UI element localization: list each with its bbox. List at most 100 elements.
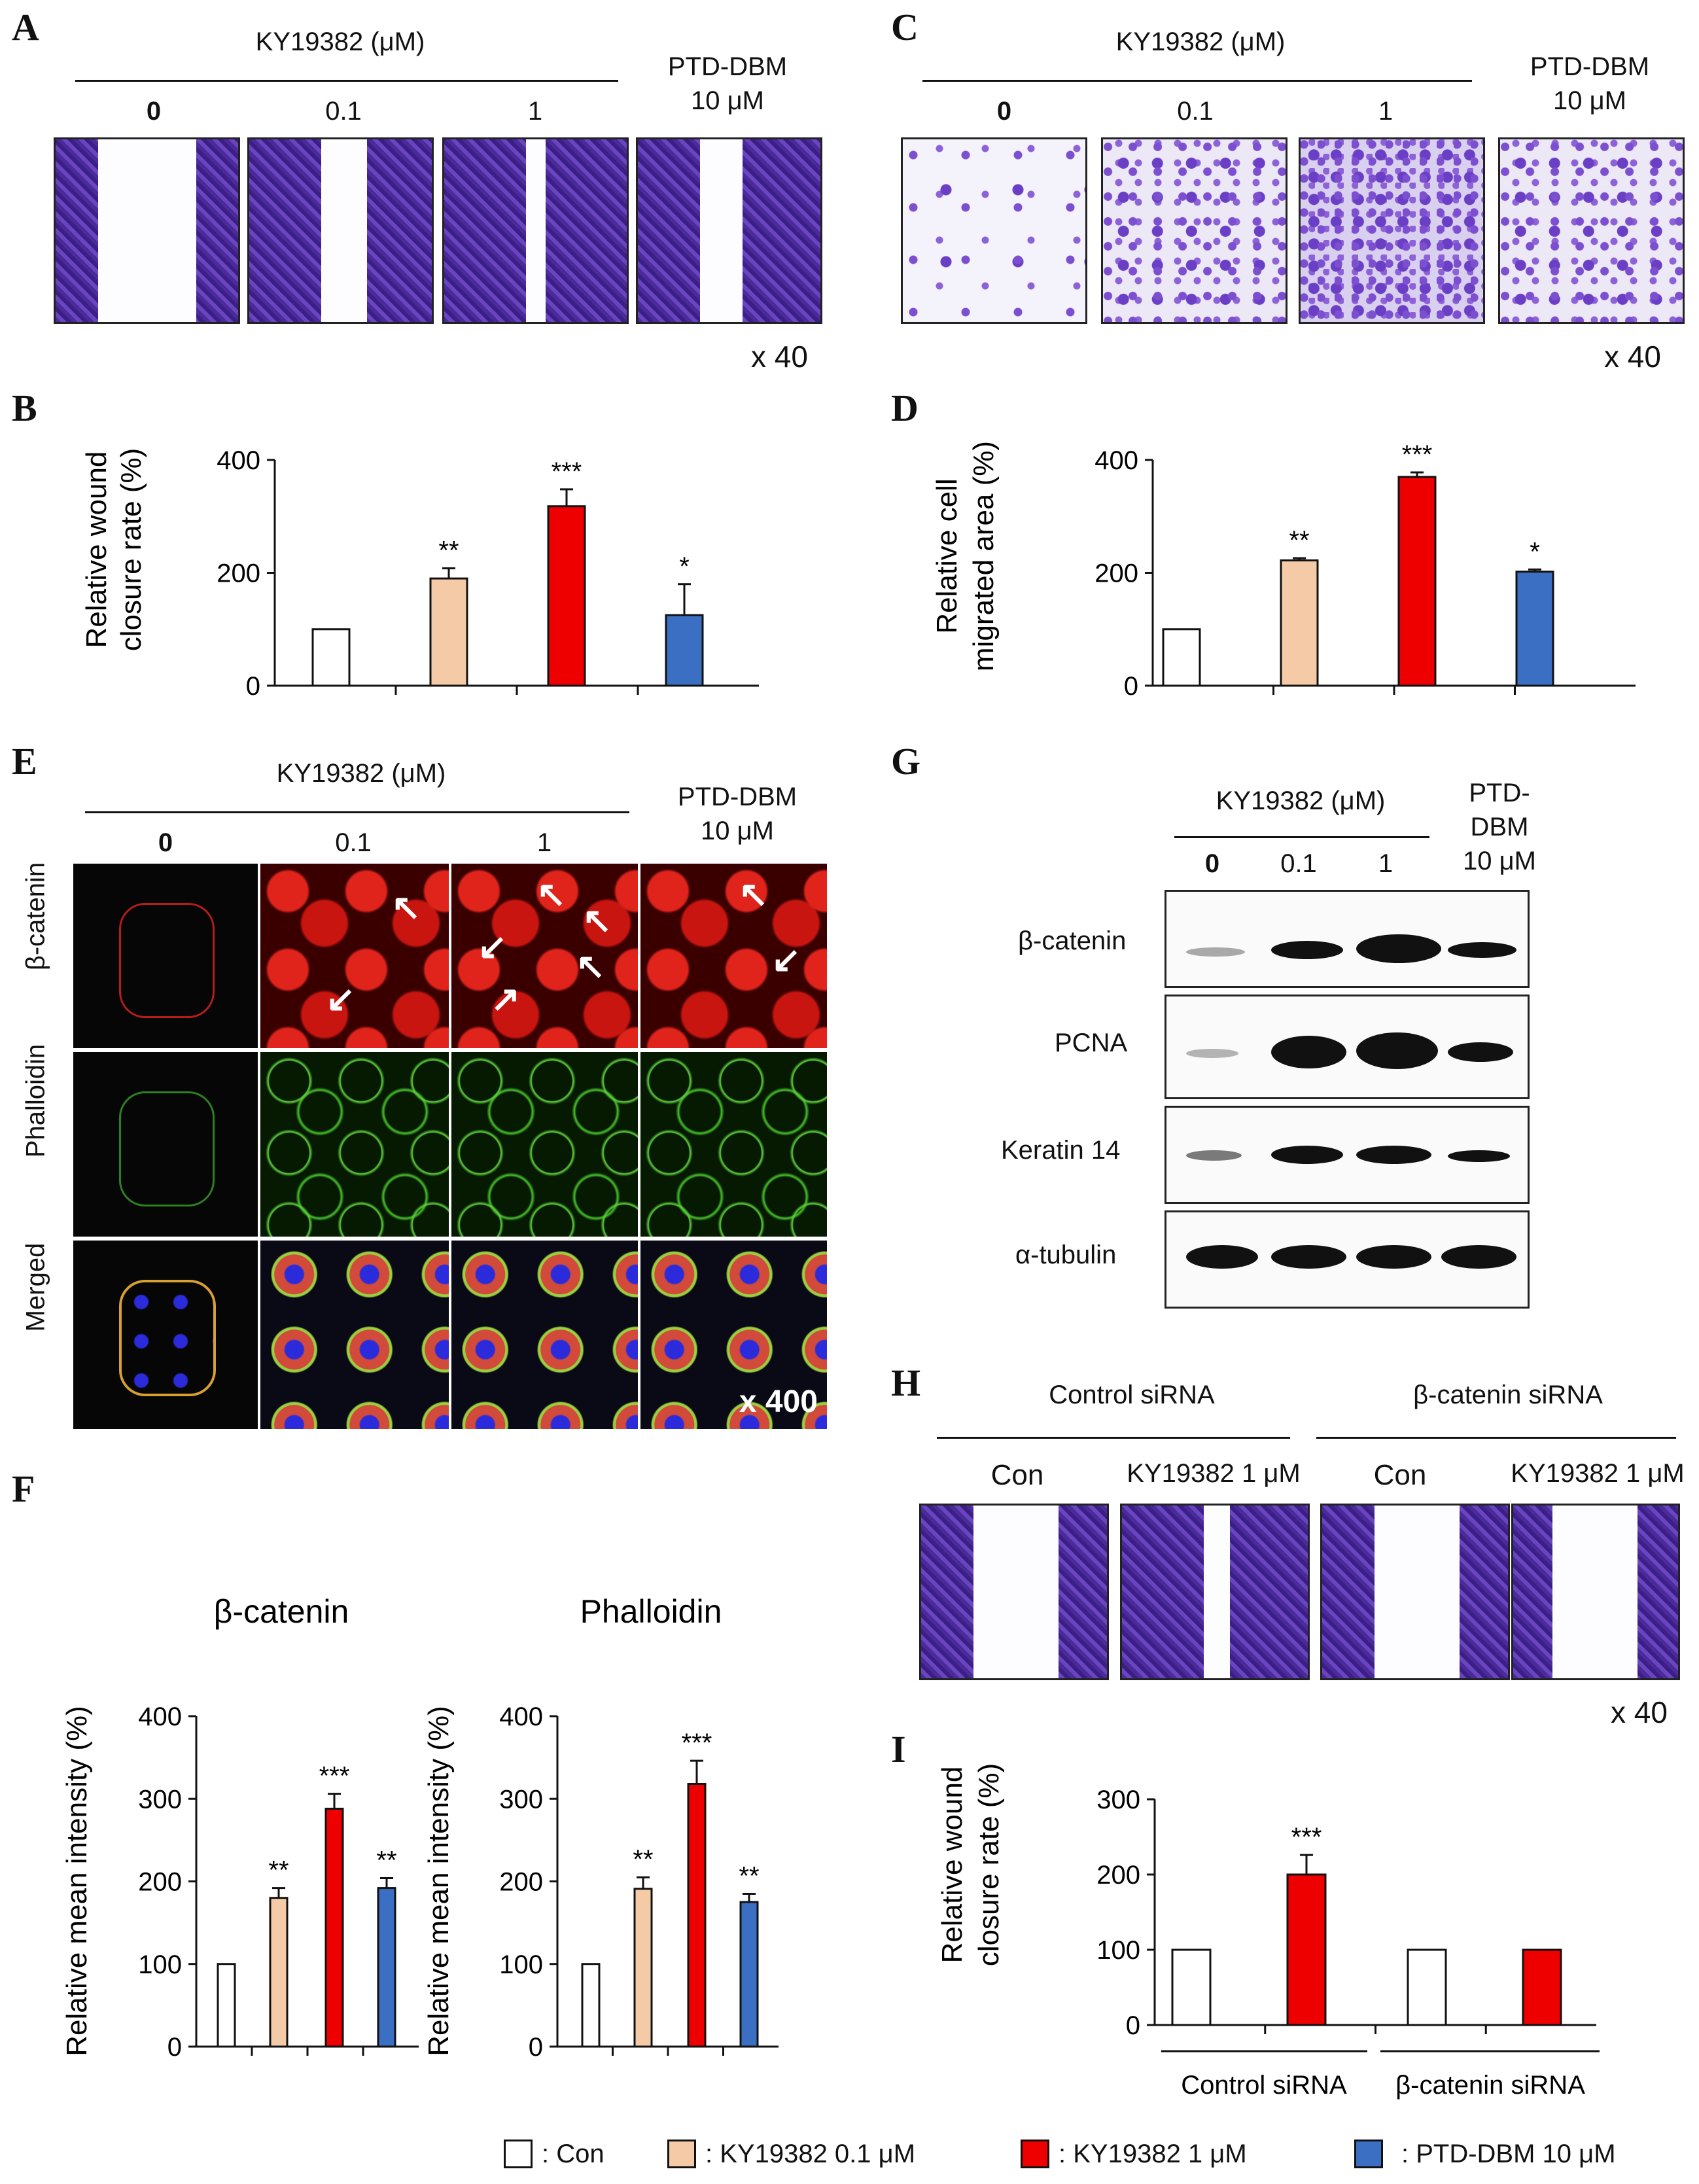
group-control-sirna: Control siRNA: [1049, 1381, 1215, 1409]
legend-swatch-ky1: [1021, 2140, 1049, 2168]
dose-1-a: 1: [527, 97, 543, 126]
arrow-icon: ↖: [576, 947, 606, 986]
arrow-icon: ↖: [536, 875, 567, 914]
bar: [429, 577, 468, 687]
compound-header-c: KY19382 (μM): [1115, 27, 1286, 56]
sirna-wound-con-ctrl: [919, 1504, 1109, 1680]
panel-label-h: H: [891, 1362, 921, 1404]
arrow-icon: ↖: [739, 875, 769, 914]
bar: [377, 1887, 396, 2048]
if-phalloidin-con: [73, 1052, 258, 1237]
significance-label: *: [1530, 537, 1540, 566]
control-line1-a: PTD-DBM: [667, 52, 788, 81]
legend: : Con : KY19382 0.1 μM : KY19382 1 μM : …: [504, 2134, 1681, 2174]
wound-image-ky01: [247, 137, 434, 324]
y-axis-label: Relative cell: [931, 478, 963, 633]
if-bcatenin-ky01: ↖ ↙: [260, 864, 449, 1048]
dose-0-a: 0: [146, 97, 162, 126]
legend-label-ptd: : PTD-DBM 10 μM: [1401, 2140, 1616, 2168]
header-rule-h2: [1316, 1437, 1676, 1439]
compound-header-g: KY19382 (μM): [1216, 786, 1386, 815]
compound-header-a: KY19382 (μM): [255, 27, 425, 56]
bar: [1397, 476, 1437, 687]
arrow-icon: ↙: [771, 940, 801, 979]
y-tick-label: 0: [529, 2033, 543, 2062]
bar: [1280, 559, 1319, 687]
g-control-line1: PTD-: [1469, 779, 1530, 807]
significance-label: **: [268, 1856, 289, 1885]
significance-label: ***: [552, 457, 582, 486]
y-tick-label: 400: [1095, 446, 1138, 475]
significance-label: ***: [319, 1762, 350, 1791]
bar: [269, 1897, 289, 2048]
bar: [1522, 1948, 1562, 2026]
panel-label-g: G: [891, 740, 921, 783]
y-axis-label: closure rate (%): [973, 1763, 1005, 1967]
dose-1-c: 1: [1378, 97, 1393, 126]
if-bcatenin-ptd: ↖ ↙: [640, 864, 827, 1048]
arrow-icon: ↖: [582, 901, 612, 940]
y-tick-label: 0: [246, 672, 260, 701]
row-label-merged: Merged: [21, 1242, 50, 1332]
compound-header-e: KY19382 (μM): [276, 759, 446, 788]
significance-label: **: [633, 1845, 653, 1874]
panel-label-d: D: [891, 387, 919, 429]
panel-label-a: A: [12, 6, 39, 48]
significance-label: **: [438, 537, 459, 565]
bar: [217, 1963, 236, 2048]
dose-01-a: 0.1: [325, 97, 362, 126]
bar: [687, 1783, 707, 2048]
bar: [324, 1807, 344, 2048]
y-tick-label: 100: [499, 1950, 543, 1979]
if-merged-ptd: x 400: [640, 1241, 827, 1429]
dose-1-e: 1: [536, 828, 552, 857]
significance-label: ***: [682, 1729, 712, 1757]
condition-con-1: Con: [990, 1459, 1044, 1491]
significance-label: ***: [1402, 440, 1433, 469]
blot-label-pcna: PCNA: [1055, 1029, 1128, 1057]
dose-01-e: 0.1: [335, 828, 372, 857]
if-bcatenin-ky1: ↖ ↖ ↙ ↖ ↗: [451, 864, 638, 1048]
transwell-image-ptd: [1498, 137, 1685, 324]
transwell-image-ky01: [1101, 137, 1287, 324]
y-axis-label: Relative mean intensity (%): [61, 1706, 93, 2056]
significance-label: ***: [1291, 1823, 1322, 1852]
control-line1-c: PTD-DBM: [1530, 52, 1650, 81]
y-tick-label: 200: [217, 559, 260, 588]
significance-label: **: [376, 1846, 396, 1875]
group-bcatenin-sirna: β-catenin siRNA: [1413, 1381, 1603, 1409]
y-axis-label: Relative mean intensity (%): [423, 1706, 455, 2056]
arrow-icon: ↗: [491, 979, 521, 1019]
significance-label: **: [739, 1861, 759, 1890]
y-tick-label: 0: [1124, 672, 1138, 701]
legend-label-con: : Con: [542, 2140, 604, 2168]
magnification-a: x 40: [751, 340, 808, 374]
y-tick-label: 200: [499, 1868, 543, 1897]
if-phalloidin-ky01: [260, 1052, 449, 1237]
bar: [581, 1963, 601, 2048]
legend-swatch-con: [504, 2140, 533, 2168]
bar: [311, 628, 351, 687]
legend-label-ky01: : KY19382 0.1 μM: [705, 2140, 916, 2168]
panel-label-c: C: [891, 6, 919, 48]
y-tick-label: 100: [138, 1950, 182, 1979]
y-tick-label: 200: [138, 1868, 182, 1897]
if-merged-con: [73, 1241, 258, 1429]
magnification-e: x 400: [739, 1384, 818, 1419]
bar: [1286, 1873, 1327, 2026]
wound-image-ky1: [442, 137, 629, 324]
y-tick-label: 300: [499, 1785, 543, 1814]
blot-label-keratin14: Keratin 14: [1001, 1136, 1121, 1165]
magnification-h: x 40: [1611, 1695, 1668, 1729]
bar: [1407, 1948, 1447, 2026]
condition-con-2: Con: [1373, 1459, 1427, 1491]
bar: [547, 505, 586, 687]
y-tick-label: 200: [1095, 559, 1138, 588]
y-axis-label: Relative wound: [936, 1767, 968, 1964]
dose-01-g: 0.1: [1280, 849, 1317, 878]
legend-swatch-ky01: [667, 2140, 696, 2168]
blot-label-tubulin: α-tubulin: [1015, 1241, 1117, 1269]
